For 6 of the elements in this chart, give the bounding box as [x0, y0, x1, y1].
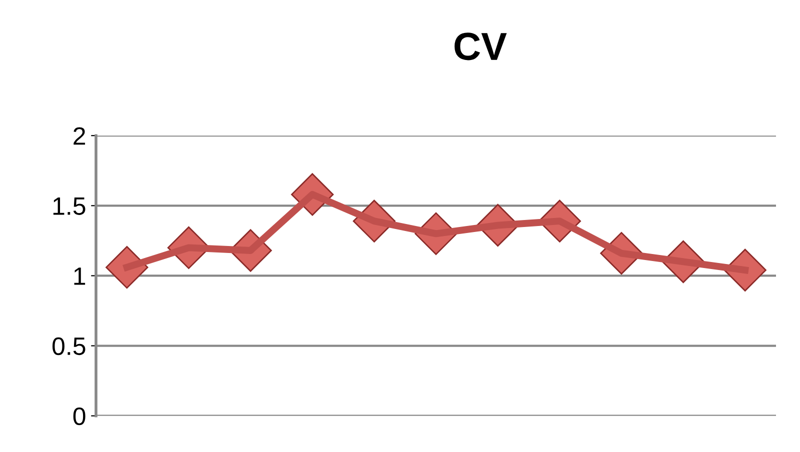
y-tick-label: 1	[74, 268, 86, 285]
chart-title: CV	[454, 32, 507, 60]
y-tick-label: 0.5	[52, 337, 86, 356]
y-tick-label: 0	[73, 407, 86, 426]
y-tick-label: 2	[74, 127, 86, 145]
y-tick-label: 1.5	[53, 198, 86, 215]
